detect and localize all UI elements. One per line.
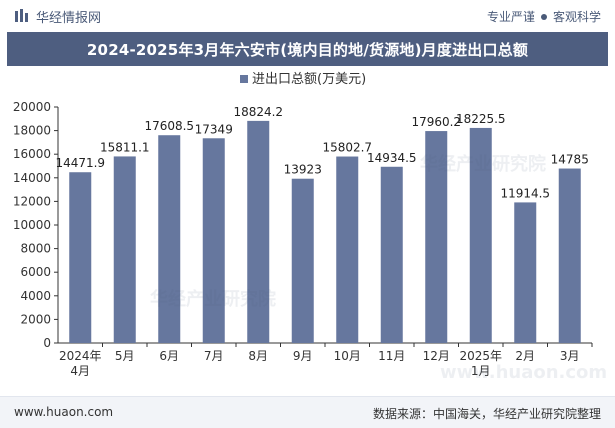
- x-tick-label: 2024年 4月: [59, 349, 102, 378]
- x-tick-label: 2025年 1月: [459, 349, 502, 378]
- header-tags: 专业严谨 客观科学: [487, 8, 601, 25]
- bar: [202, 138, 225, 343]
- x-tick-label: 6月: [159, 349, 179, 363]
- bar-value-label: 14785: [551, 153, 589, 167]
- bar-value-label: 17608.5: [144, 119, 194, 133]
- bar: [247, 120, 270, 343]
- bar-value-label: 11914.5: [500, 186, 550, 200]
- bar: [469, 127, 492, 343]
- bar-value-label: 14471.9: [55, 156, 105, 170]
- x-tick-label: 11月: [378, 349, 405, 363]
- separator-dot-icon: [540, 13, 547, 20]
- tag-professional: 专业严谨: [486, 10, 535, 24]
- bar: [425, 131, 448, 343]
- brand[interactable]: 华经情报网: [14, 7, 102, 26]
- bar-value-label: 13923: [284, 163, 322, 177]
- bar-value-label: 15811.1: [100, 140, 150, 154]
- x-tick-label: 10月: [334, 349, 361, 363]
- brand-name: 华经情报网: [36, 10, 102, 26]
- bar-chart: 进出口总额(万美元) 0 2000 4000 6000 8000 10000 12000 140…: [13, 72, 593, 378]
- bar-value-label: 18824.2: [233, 105, 283, 119]
- bar: [113, 156, 136, 343]
- brand-logo-icon: [15, 9, 28, 22]
- bar-value-label: 17960.2: [411, 115, 461, 129]
- bar: [558, 168, 581, 343]
- y-tick-label: 12000: [13, 194, 51, 208]
- bar: [514, 202, 537, 343]
- chart-title-bar: 2024-2025年3月年六安市(境内目的地/货源地)月度进出口总额: [7, 32, 608, 66]
- y-tick-label: 4000: [20, 289, 51, 303]
- x-tick-label: 7月: [204, 349, 224, 363]
- top-bar: 华经情报网 专业严谨 客观科学: [0, 0, 615, 32]
- y-tick-label: 16000: [13, 147, 51, 161]
- bar-value-label: 18225.5: [456, 112, 506, 126]
- bar-value-label: 15802.7: [322, 141, 372, 155]
- x-tick-label: 3月: [560, 349, 580, 363]
- bar: [380, 166, 403, 343]
- y-tick-label: 14000: [13, 171, 51, 185]
- chart-title: 2024-2025年3月年六安市(境内目的地/货源地)月度进出口总额: [86, 40, 529, 59]
- legend-swatch: [240, 75, 248, 83]
- y-tick-label: 0: [43, 336, 51, 350]
- chart-area: 进出口总额(万美元) 0 2000 4000 6000 8000 10000 12000 140…: [0, 66, 615, 396]
- y-tick-label: 10000: [13, 218, 51, 232]
- legend-label: 进出口总额(万美元): [252, 72, 366, 87]
- bar-value-label: 17349: [195, 122, 233, 136]
- y-tick-label: 20000: [13, 100, 51, 114]
- footer: www.huaon.com 数据来源：中国海关，华经产业研究院整理: [0, 396, 615, 428]
- bar: [158, 135, 181, 343]
- footer-source: 数据来源：中国海关，华经产业研究院整理: [372, 407, 601, 421]
- bar: [291, 178, 314, 343]
- y-tick-label: 18000: [13, 124, 51, 138]
- bar-value-label: 14934.5: [367, 151, 417, 165]
- y-tick-label: 2000: [20, 312, 51, 326]
- y-tick-label: 8000: [20, 242, 51, 256]
- footer-website-link[interactable]: www.huaon.com: [14, 405, 114, 419]
- x-tick-label: 2月: [515, 349, 535, 363]
- tag-objective: 客观科学: [552, 10, 601, 24]
- x-tick-label: 9月: [293, 349, 313, 363]
- y-tick-label: 6000: [20, 265, 51, 279]
- bar: [69, 172, 92, 343]
- x-tick-label: 5月: [115, 349, 135, 363]
- bar: [336, 156, 359, 343]
- x-tick-label: 8月: [248, 349, 268, 363]
- x-tick-label: 12月: [423, 349, 450, 363]
